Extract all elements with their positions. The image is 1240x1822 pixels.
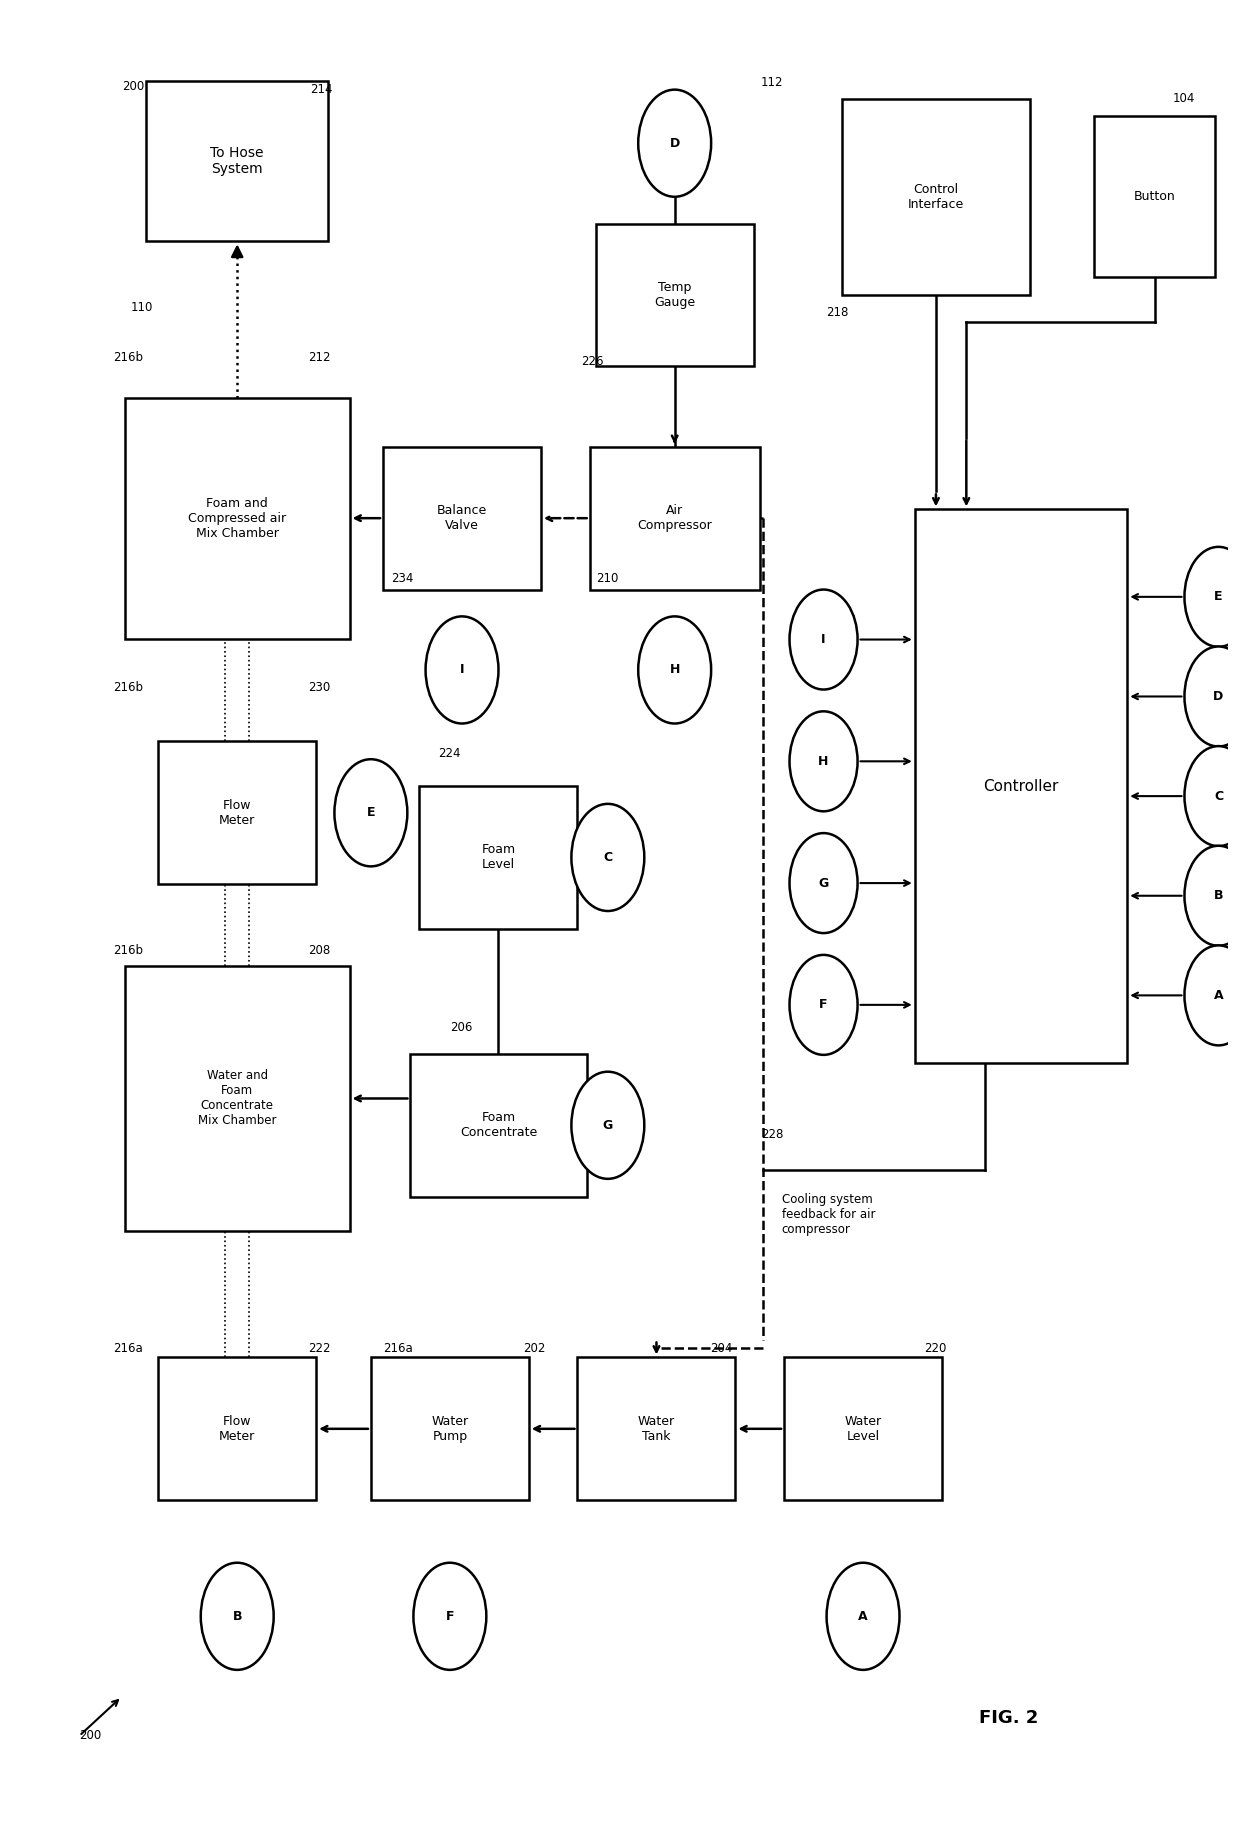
Text: G: G bbox=[818, 876, 828, 889]
Text: I: I bbox=[460, 663, 464, 676]
Text: 216b: 216b bbox=[113, 944, 144, 957]
Text: 224: 224 bbox=[438, 747, 460, 760]
Text: Temp
Gauge: Temp Gauge bbox=[655, 281, 696, 310]
Circle shape bbox=[201, 1563, 274, 1669]
FancyBboxPatch shape bbox=[383, 446, 541, 590]
Text: F: F bbox=[820, 998, 828, 1011]
Text: A: A bbox=[858, 1611, 868, 1623]
Text: 208: 208 bbox=[308, 944, 330, 957]
FancyBboxPatch shape bbox=[842, 98, 1030, 295]
Text: 104: 104 bbox=[1173, 93, 1195, 106]
Text: Flow
Meter: Flow Meter bbox=[219, 798, 255, 827]
Text: 214: 214 bbox=[310, 84, 332, 97]
Text: 234: 234 bbox=[392, 572, 414, 585]
Text: 222: 222 bbox=[308, 1343, 330, 1356]
Circle shape bbox=[572, 1071, 645, 1179]
Text: C: C bbox=[604, 851, 613, 864]
Text: E: E bbox=[367, 807, 376, 820]
Circle shape bbox=[1184, 747, 1240, 845]
Text: Foam
Level: Foam Level bbox=[481, 844, 516, 871]
Text: C: C bbox=[1214, 789, 1223, 804]
Text: Button: Button bbox=[1133, 189, 1176, 204]
Text: 200: 200 bbox=[122, 80, 144, 93]
FancyBboxPatch shape bbox=[125, 966, 350, 1230]
Text: Water
Tank: Water Tank bbox=[637, 1416, 675, 1443]
Text: Water and
Foam
Concentrate
Mix Chamber: Water and Foam Concentrate Mix Chamber bbox=[198, 1070, 277, 1128]
Circle shape bbox=[639, 616, 712, 723]
Circle shape bbox=[790, 711, 858, 811]
Text: Water
Level: Water Level bbox=[844, 1416, 882, 1443]
Text: 206: 206 bbox=[450, 1020, 472, 1033]
Text: Flow
Meter: Flow Meter bbox=[219, 1416, 255, 1443]
Text: A: A bbox=[1214, 989, 1224, 1002]
FancyBboxPatch shape bbox=[1094, 117, 1215, 277]
Text: 212: 212 bbox=[308, 352, 330, 364]
Circle shape bbox=[413, 1563, 486, 1669]
Text: Water
Pump: Water Pump bbox=[432, 1416, 469, 1443]
Text: 230: 230 bbox=[308, 681, 330, 694]
Text: E: E bbox=[1214, 590, 1223, 603]
Circle shape bbox=[1184, 647, 1240, 747]
Text: G: G bbox=[603, 1119, 613, 1131]
Text: Air
Compressor: Air Compressor bbox=[637, 505, 712, 532]
Text: 204: 204 bbox=[711, 1343, 733, 1356]
Circle shape bbox=[790, 590, 858, 689]
Text: F: F bbox=[445, 1611, 454, 1623]
Text: Foam and
Compressed air
Mix Chamber: Foam and Compressed air Mix Chamber bbox=[188, 497, 286, 539]
FancyBboxPatch shape bbox=[146, 80, 329, 241]
Text: 200: 200 bbox=[79, 1729, 102, 1742]
Text: Foam
Concentrate: Foam Concentrate bbox=[460, 1111, 537, 1139]
Circle shape bbox=[827, 1563, 899, 1669]
Circle shape bbox=[335, 760, 407, 865]
Text: H: H bbox=[818, 754, 828, 767]
Text: Controller: Controller bbox=[983, 778, 1059, 794]
FancyBboxPatch shape bbox=[159, 742, 316, 884]
Text: 220: 220 bbox=[924, 1343, 946, 1356]
Text: 110: 110 bbox=[130, 301, 153, 313]
Text: Cooling system
feedback for air
compressor: Cooling system feedback for air compress… bbox=[781, 1193, 875, 1235]
Text: 202: 202 bbox=[523, 1343, 546, 1356]
Text: Balance
Valve: Balance Valve bbox=[436, 505, 487, 532]
Circle shape bbox=[1184, 845, 1240, 946]
Text: 218: 218 bbox=[827, 306, 849, 319]
FancyBboxPatch shape bbox=[784, 1357, 942, 1500]
Circle shape bbox=[639, 89, 712, 197]
Circle shape bbox=[572, 804, 645, 911]
Text: B: B bbox=[1214, 889, 1223, 902]
FancyBboxPatch shape bbox=[125, 397, 350, 640]
FancyBboxPatch shape bbox=[915, 510, 1127, 1062]
Text: 216b: 216b bbox=[113, 352, 144, 364]
Text: B: B bbox=[232, 1611, 242, 1623]
Text: D: D bbox=[1214, 691, 1224, 703]
Text: 112: 112 bbox=[761, 77, 784, 89]
FancyBboxPatch shape bbox=[595, 224, 754, 366]
Text: D: D bbox=[670, 137, 680, 149]
Text: 228: 228 bbox=[761, 1128, 784, 1141]
FancyBboxPatch shape bbox=[159, 1357, 316, 1500]
Text: I: I bbox=[821, 632, 826, 647]
Text: 216a: 216a bbox=[383, 1343, 413, 1356]
Text: 216a: 216a bbox=[113, 1343, 143, 1356]
FancyBboxPatch shape bbox=[589, 446, 760, 590]
Text: 226: 226 bbox=[582, 355, 604, 368]
Circle shape bbox=[1184, 946, 1240, 1046]
Text: Control
Interface: Control Interface bbox=[908, 182, 963, 211]
FancyBboxPatch shape bbox=[578, 1357, 735, 1500]
FancyBboxPatch shape bbox=[371, 1357, 528, 1500]
Text: To Hose
System: To Hose System bbox=[211, 146, 264, 177]
Circle shape bbox=[790, 955, 858, 1055]
Circle shape bbox=[790, 833, 858, 933]
FancyBboxPatch shape bbox=[419, 785, 578, 929]
FancyBboxPatch shape bbox=[410, 1053, 587, 1197]
Circle shape bbox=[1184, 547, 1240, 647]
Circle shape bbox=[425, 616, 498, 723]
Text: 210: 210 bbox=[595, 572, 618, 585]
Text: 216b: 216b bbox=[113, 681, 144, 694]
Text: H: H bbox=[670, 663, 680, 676]
Text: FIG. 2: FIG. 2 bbox=[980, 1709, 1039, 1727]
